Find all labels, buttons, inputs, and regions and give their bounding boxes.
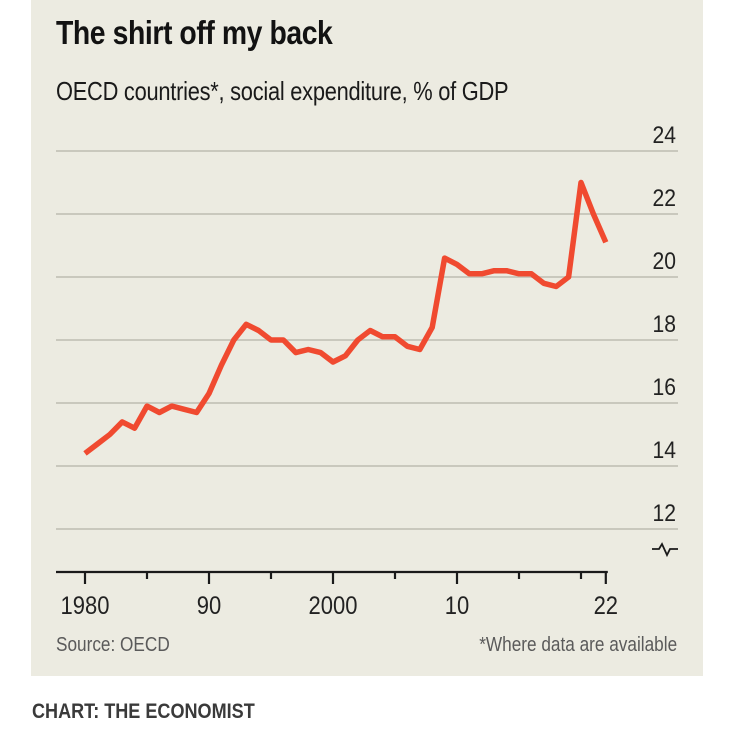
y-axis-labels: 24 22 20 18 16 14 12 (653, 122, 676, 527)
y-tick-label: 22 (653, 185, 676, 212)
y-axis-break (652, 542, 678, 558)
x-axis: 1980 90 2000 10 22 (56, 570, 618, 620)
chart-title: The shirt off my back (56, 14, 333, 51)
series-line-social-expenditure (83, 179, 609, 456)
series-layer (83, 179, 609, 456)
y-tick-label: 18 (653, 311, 676, 338)
x-tick-label: 2000 (309, 592, 358, 620)
footnote: *Where data are available (479, 634, 677, 656)
y-tick-label: 14 (653, 437, 676, 464)
chart-credit: CHART: THE ECONOMIST (32, 700, 255, 723)
source-note: Source: OECD (56, 634, 170, 656)
x-tick-label: 90 (197, 592, 221, 620)
chart-panel (31, 0, 703, 676)
y-tick-label: 20 (653, 248, 676, 275)
axis-break-icon (652, 542, 678, 558)
chart-subtitle: OECD countries*, social expenditure, % o… (56, 76, 509, 106)
y-tick-label: 24 (653, 122, 676, 149)
x-tick-label: 22 (594, 592, 618, 620)
x-tick-label: 10 (445, 592, 469, 620)
y-tick-label: 12 (653, 500, 676, 527)
gridlines (56, 150, 678, 530)
y-tick-label: 16 (653, 374, 676, 401)
x-tick-label: 1980 (61, 592, 110, 620)
